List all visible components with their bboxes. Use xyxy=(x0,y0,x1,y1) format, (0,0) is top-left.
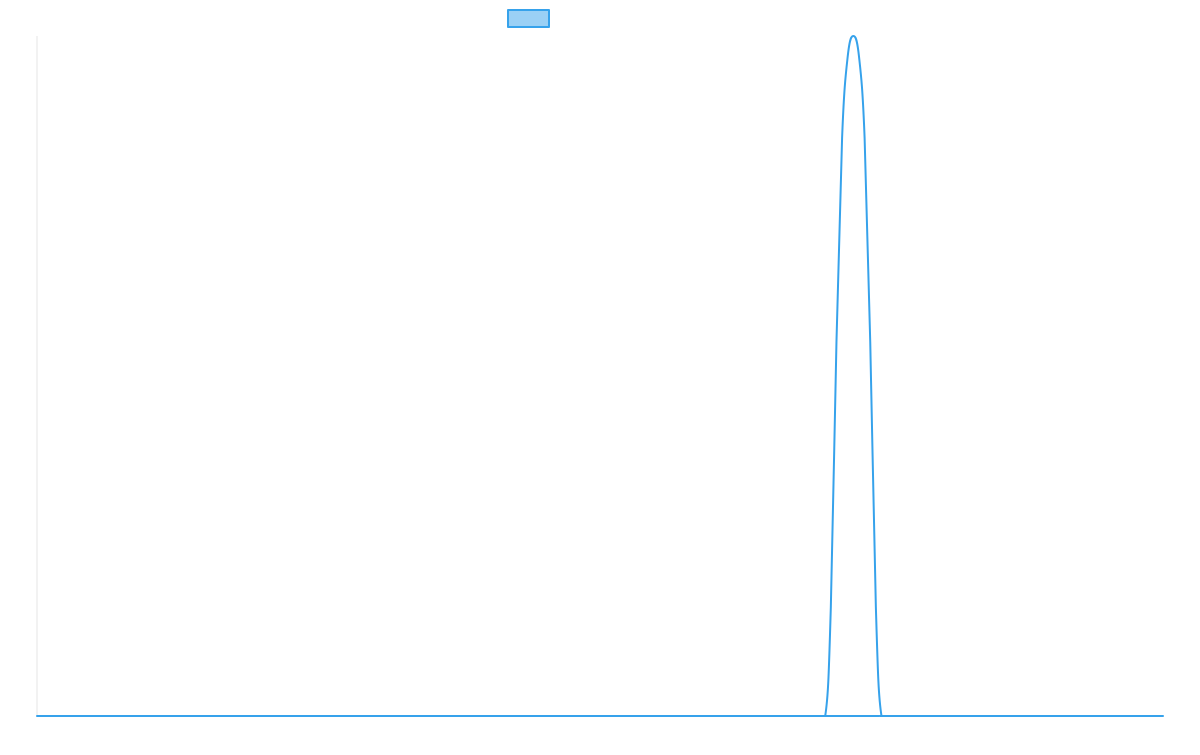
legend-swatch[interactable] xyxy=(507,9,550,28)
series-line-0 xyxy=(36,35,1164,718)
